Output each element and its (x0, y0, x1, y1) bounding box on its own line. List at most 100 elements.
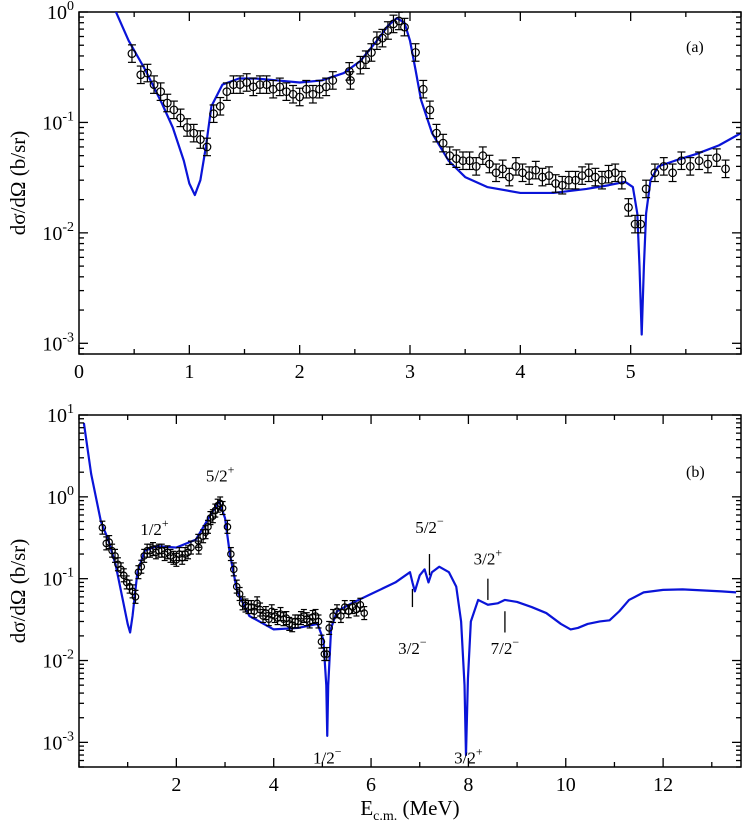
panel-a-data-point (275, 77, 285, 97)
state-label: 7/2− (491, 611, 520, 658)
panel-a-data-point (511, 157, 521, 176)
panel-b-y-tick-label: 101 (47, 402, 74, 427)
panel-a-data-point (301, 79, 311, 99)
panel-a-data-point (361, 50, 371, 70)
panel-b-curve-layer (82, 422, 737, 757)
panel-a-data-point (584, 163, 594, 183)
panel-a-data-point (465, 151, 474, 171)
panel-a-data-point (315, 79, 324, 99)
panel-a-data-point (471, 157, 481, 176)
panel-b-x-ticks: 2 4 6 8 10 12 (78, 415, 713, 796)
state-label-text: 3/2+ (454, 745, 483, 768)
panel-a-data-point (504, 167, 514, 187)
state-label: 5/2+ (206, 462, 235, 485)
panel-b-data-point (194, 540, 203, 555)
panel-a-data-point (659, 157, 669, 176)
panel-b-y-tick-label: 100 (47, 484, 74, 509)
panel-b-data-point (250, 604, 259, 619)
panel-a-data-point (677, 151, 686, 171)
state-label: 1/2− (313, 745, 342, 768)
panel-a-data-point (162, 93, 172, 113)
state-label-text: 5/2+ (206, 462, 235, 485)
panel-a-data-point (650, 163, 660, 183)
panel-a-data-point (189, 123, 199, 143)
state-label: 1/2+ (140, 516, 169, 539)
panel-a-x-tick-label: 4 (515, 361, 525, 383)
panel-a-data-point (202, 137, 212, 157)
state-label: 3/2+ (474, 545, 503, 600)
panel-a-data-point (215, 96, 225, 116)
panel-a-data-point (610, 163, 620, 183)
state-label-text: 3/2− (398, 635, 427, 658)
panel-b-y-tick-label: 10-2 (42, 648, 74, 673)
x-axis-label-units: (MeV) (397, 796, 459, 820)
panel-b-data-point (314, 614, 323, 629)
panel-a-data-point (400, 17, 409, 37)
panel-a-data-point (328, 71, 338, 90)
panel-a-data-point (703, 154, 713, 174)
panel-b-data-point (218, 500, 227, 516)
panel-a-data-point (438, 133, 448, 153)
panel-a-y-tick-label: 10-3 (42, 330, 74, 355)
panel-a-data-point (577, 166, 587, 185)
panel-b-data-point (322, 646, 331, 662)
x-axis-label: Ec.m. (MeV) (360, 796, 459, 824)
panel-a-x-tick-label: 3 (405, 361, 415, 383)
panel-a-data-point (366, 43, 376, 62)
panel-b-data-point (356, 597, 365, 612)
state-label: 3/2+ (454, 745, 483, 768)
panel-a-data-point (242, 73, 252, 92)
panel-b-data-point (98, 520, 107, 535)
panel-a-data-point (641, 179, 651, 199)
panel-a-x-tick-label: 0 (74, 361, 84, 383)
panel-a-y-tick-label: 10-2 (42, 220, 74, 245)
state-label-text: 7/2− (491, 635, 520, 658)
panel-b-y-ticks: 101 100 10-1 10-2 10-3 (42, 402, 741, 768)
panel-a-ylabel: dσ/dΩ (b/sr) (6, 131, 30, 236)
state-label-text: 1/2+ (140, 516, 169, 539)
panel-a-x-tick-label: 5 (626, 361, 636, 383)
state-label: 3/2− (398, 588, 427, 658)
state-label: 5/2− (415, 514, 444, 576)
panel-b-x-tick-label: 12 (653, 774, 673, 796)
panel-a-data-point (491, 163, 501, 183)
panel-b-ylabel: dσ/dΩ (b/sr) (6, 539, 30, 644)
panel-a-fit-curve (114, 12, 741, 336)
panel-a: 0 1 2 3 4 5 100 10-1 10-2 10-3 (a) dσ/dΩ (b/sr) (6, 0, 742, 383)
state-label-text: 5/2− (415, 514, 444, 537)
x-axis-label-main: E (360, 796, 373, 820)
panel-a-data-point (668, 163, 677, 183)
panel-a-data-point (685, 157, 695, 176)
panel-b-x-tick-label: 6 (366, 774, 376, 796)
panel-b-data-point (329, 608, 337, 624)
panel-b-data-point (187, 540, 195, 555)
panel-b-points-layer (98, 496, 369, 662)
panel-b-data-point (111, 548, 119, 563)
panel-b-data-point (223, 519, 232, 534)
panel-b: 2 4 6 8 10 12 101 100 10-1 10-2 10-3 1/2+ 5/2+ 1/2−… (6, 402, 742, 824)
panel-a-y-tick-label: 100 (47, 0, 74, 24)
panel-a-data-point (418, 79, 428, 99)
panel-b-data-point (333, 604, 341, 619)
panel-a-y-ticks: 100 10-1 10-2 10-3 (42, 0, 741, 355)
panel-a-data-point (432, 123, 441, 143)
panel-a-data-point (597, 170, 607, 190)
panel-a-data-point (617, 170, 627, 190)
panel-b-data-point (325, 620, 333, 636)
panel-a-y-tick-label: 10-1 (42, 109, 74, 134)
panel-b-data-point (227, 546, 235, 562)
panel-a-data-point (524, 166, 534, 185)
panel-a-data-point (636, 214, 645, 234)
panel-a-data-point (149, 75, 159, 94)
panel-a-data-point (604, 164, 613, 184)
panel-b-x-tick-label: 10 (556, 774, 576, 796)
state-label-text: 3/2+ (474, 545, 503, 568)
panel-a-x-ticks: 0 1 2 3 4 5 (74, 12, 742, 383)
panel-a-data-point (624, 198, 633, 217)
panel-a-x-tick-label: 2 (295, 361, 305, 383)
panel-a-data-point (182, 118, 192, 137)
panel-b-y-tick-label: 10-1 (42, 566, 74, 591)
panel-b-data-point (360, 605, 369, 621)
panel-b-data-point (229, 562, 238, 577)
